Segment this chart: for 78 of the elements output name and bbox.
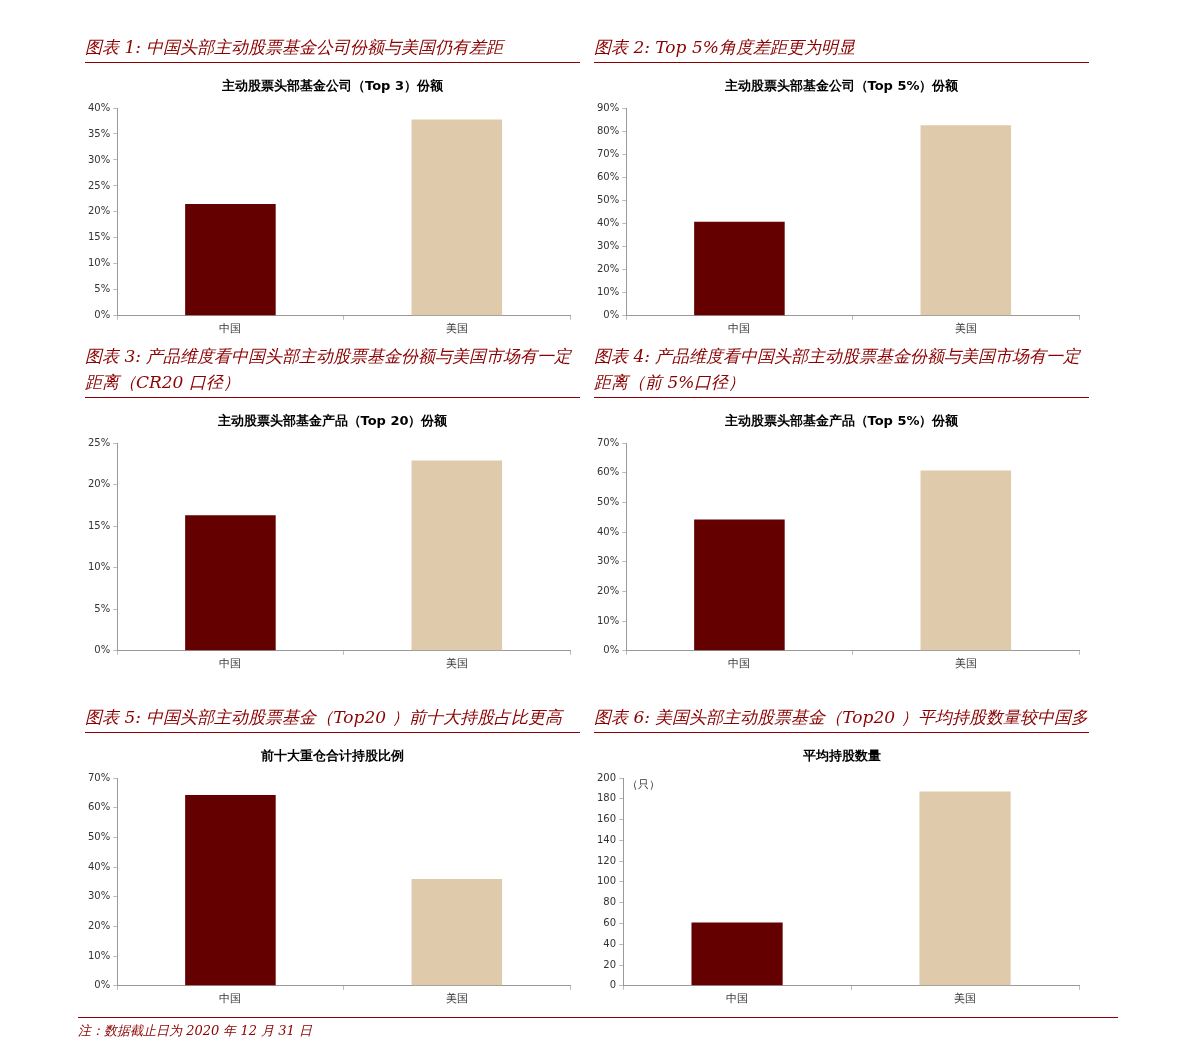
y-tick-label: 40 [603, 937, 617, 949]
y-tick-label: 25% [87, 436, 111, 448]
y-tick-label: 20% [596, 585, 620, 597]
y-tick-label: 60% [596, 466, 620, 478]
y-tick-label: 40% [87, 860, 111, 872]
y-tick-label: 0% [603, 309, 620, 321]
y-tick-label: 40% [596, 525, 620, 537]
y-tick-label: 0% [603, 644, 620, 656]
y-tick-label: 100 [596, 875, 617, 887]
chart-subtitle: 前十大重仓合计持股比例 [260, 747, 405, 765]
x-tick-label: 美国 [954, 322, 977, 336]
chart-title: 图表 4: 产品维度看中国头部主动股票基金份额与美国市场有一定距离（前 5%口径） [594, 343, 1089, 398]
y-tick-label: 20% [87, 920, 111, 932]
y-tick-label: 200 [596, 771, 617, 783]
chart-title: 图表 6: 美国头部主动股票基金（Top20 ）平均持股数量较中国多 [594, 678, 1089, 733]
y-tick-label: 0 [609, 979, 617, 991]
y-tick-label: 30% [87, 153, 111, 165]
y-tick-label: 10% [596, 614, 620, 626]
y-tick-label: 70% [596, 436, 620, 448]
y-tick-label: 60% [596, 170, 620, 182]
y-tick-label: 120 [596, 854, 617, 866]
y-tick-label: 40% [87, 101, 111, 113]
y-tick-label: 10% [87, 949, 111, 961]
y-tick-label: 35% [87, 127, 111, 139]
y-tick-label: 15% [87, 519, 111, 531]
chart-title: 图表 2: Top 5%角度差距更为明显 [594, 8, 1089, 63]
y-tick-label: 90% [596, 101, 620, 113]
chart-subtitle: 主动股票头部基金产品（Top 20）份额 [216, 412, 449, 430]
y-tick-label: 80% [596, 124, 620, 136]
y-tick-label: 50% [87, 830, 111, 842]
y-tick-label: 80 [603, 896, 617, 908]
y-tick-label: 0% [94, 979, 111, 991]
y-tick-label: 60% [87, 801, 111, 813]
chart-title: 图表 5: 中国头部主动股票基金（Top20 ）前十大持股占比更高 [85, 678, 580, 733]
y-tick-label: 0% [94, 644, 111, 656]
y-tick-label: 50% [596, 495, 620, 507]
y-tick-label: 180 [596, 792, 617, 804]
y-tick-label: 20 [603, 958, 617, 970]
y-tick-label: 25% [87, 179, 111, 191]
y-tick-label: 20% [596, 263, 620, 275]
chart-subtitle: 主动股票头部基金产品（Top 5%）份额 [723, 412, 960, 430]
x-tick-label: 中国 [219, 992, 242, 1006]
x-tick-label: 美国 [954, 992, 977, 1006]
y-axis-title: （只） [627, 778, 661, 792]
y-tick-label: 70% [596, 147, 620, 159]
y-tick-label: 5% [94, 602, 111, 614]
y-tick-label: 140 [596, 833, 617, 845]
x-tick-label: 美国 [445, 992, 468, 1006]
y-tick-label: 0% [94, 309, 111, 321]
chart-title: 图表 3: 产品维度看中国头部主动股票基金份额与美国市场有一定距离（CR20 口径） [85, 343, 580, 398]
chart-subtitle: 主动股票头部基金公司（Top 3）份额 [221, 77, 444, 95]
chart-subtitle: 平均持股数量 [801, 747, 882, 765]
x-tick-label: 中国 [726, 992, 749, 1006]
y-tick-label: 70% [87, 771, 111, 783]
x-tick-label: 美国 [445, 322, 468, 336]
y-tick-label: 5% [94, 283, 111, 295]
y-tick-label: 15% [87, 231, 111, 243]
x-tick-label: 美国 [445, 657, 468, 671]
x-tick-label: 中国 [728, 322, 751, 336]
y-tick-label: 10% [596, 286, 620, 298]
chart-subtitle: 主动股票头部基金公司（Top 5%）份额 [723, 77, 960, 95]
chart-title: 图表 1: 中国头部主动股票基金公司份额与美国仍有差距 [85, 8, 580, 63]
y-tick-label: 30% [596, 555, 620, 567]
x-tick-label: 中国 [728, 657, 751, 671]
y-tick-label: 10% [87, 561, 111, 573]
x-tick-label: 中国 [219, 657, 242, 671]
y-tick-label: 30% [87, 890, 111, 902]
y-tick-label: 40% [596, 217, 620, 229]
x-tick-label: 中国 [219, 322, 242, 336]
y-tick-label: 50% [596, 193, 620, 205]
y-tick-label: 20% [87, 478, 111, 490]
y-tick-label: 20% [87, 205, 111, 217]
y-tick-label: 30% [596, 240, 620, 252]
y-tick-label: 10% [87, 257, 111, 269]
y-tick-label: 160 [596, 813, 617, 825]
y-tick-label: 60 [603, 917, 617, 929]
text: 注：数据截止日为 2020 年 12 月 31 日 [78, 1022, 313, 1040]
x-tick-label: 美国 [954, 657, 977, 671]
